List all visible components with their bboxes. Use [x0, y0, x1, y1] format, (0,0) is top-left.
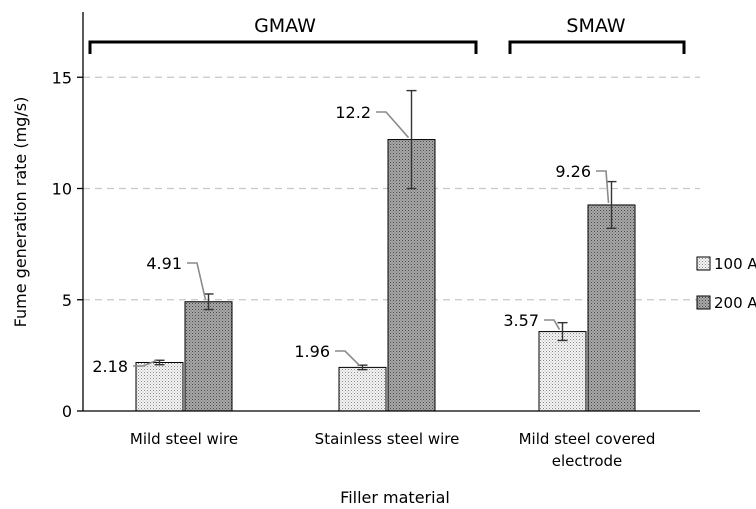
bracket-gmaw [88, 40, 478, 54]
y-tick-label: 5 [62, 291, 72, 310]
y-tick-label: 0 [62, 402, 72, 421]
x-axis-title: Filler material [340, 488, 450, 507]
group-label-smaw: SMAW [566, 15, 625, 37]
legend-label-100a: 100 A [714, 255, 756, 273]
legend-label-200a: 200 A [714, 294, 756, 312]
x-category-label: Stainless steel wire [315, 430, 460, 448]
group-brackets: GMAW SMAW [88, 15, 686, 54]
data-label: 12.2 [335, 103, 371, 122]
data-label: 9.26 [555, 162, 591, 181]
y-ticks: 0 5 10 15 [52, 68, 83, 421]
y-axis-title: Fume generation rate (mg/s) [11, 97, 30, 328]
x-category-label: Mild steel covered electrode [519, 430, 656, 470]
data-label-leader [133, 359, 157, 367]
legend-swatch-100a [696, 256, 711, 271]
data-labels: 2.18 1.96 3.57 4.91 12.2 9.26 [92, 103, 610, 376]
bars [135, 139, 636, 412]
data-label: 1.96 [294, 342, 330, 361]
y-tick-label: 10 [52, 180, 72, 199]
data-label-leader [544, 319, 561, 330]
data-label-leader [335, 350, 361, 366]
gridlines [83, 76, 700, 301]
legend: 100 A 200 A [696, 255, 756, 312]
data-label-leader [596, 170, 610, 204]
bar [338, 366, 387, 412]
bar [184, 301, 233, 412]
data-label-leader [376, 111, 410, 139]
data-label-leader [187, 262, 207, 300]
data-label: 3.57 [503, 311, 539, 330]
x-category-label: Mild steel wire [130, 430, 238, 448]
bar [587, 204, 636, 412]
bar [538, 331, 587, 412]
data-label: 4.91 [146, 254, 182, 273]
x-category-labels: Mild steel wire Stainless steel wire Mild … [130, 430, 655, 470]
legend-swatch-200a [696, 295, 711, 310]
data-label: 2.18 [92, 357, 128, 376]
y-tick-label: 15 [52, 68, 72, 87]
group-label-gmaw: GMAW [254, 15, 316, 37]
bar [135, 361, 184, 412]
error-bars [154, 89, 617, 371]
bracket-smaw [508, 40, 686, 54]
